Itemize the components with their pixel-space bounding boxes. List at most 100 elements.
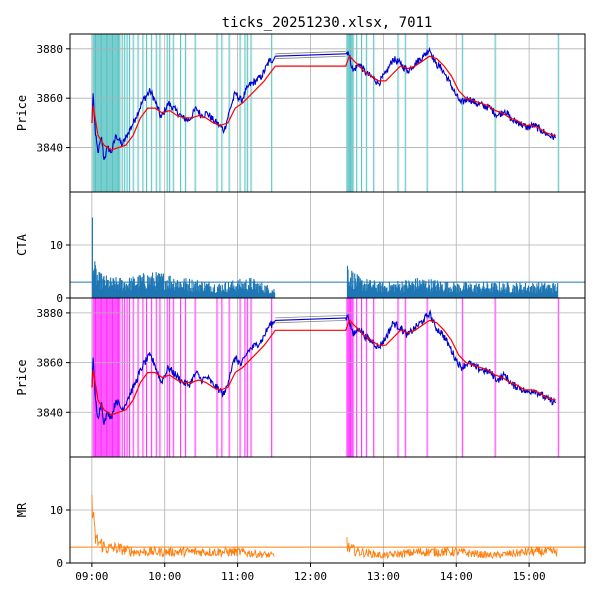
cta-bar [453, 282, 455, 298]
cta-bar [93, 268, 95, 298]
y-tick-label: 3880 [37, 43, 64, 56]
cta-bar [104, 285, 106, 298]
cta-bar [402, 292, 404, 298]
cta-bar [371, 287, 373, 298]
cta-bar [139, 286, 141, 298]
y-tick-label: 10 [50, 504, 63, 517]
cta-bar [399, 284, 401, 298]
y-tick-label: 0 [56, 292, 63, 305]
cta-bar [453, 284, 455, 298]
cta-bar [207, 283, 209, 298]
cta-bar [185, 278, 187, 298]
cta-bar [376, 285, 378, 298]
cta-bar [482, 286, 484, 298]
cta-bar [417, 283, 419, 298]
cta-bar [243, 286, 245, 298]
cta-bar [487, 288, 489, 298]
cta-bar [537, 293, 539, 298]
cta-bar [366, 279, 368, 298]
cta-bar [388, 290, 390, 298]
cta-bar [505, 287, 507, 298]
cta-bar [415, 286, 417, 298]
panel-1: 3840 3860 3880 Price [15, 33, 586, 193]
cta-bar [350, 287, 352, 298]
cta-bar [139, 275, 141, 298]
cta-bar [557, 283, 559, 298]
cta-bar [546, 287, 548, 298]
cta-bar [442, 289, 444, 298]
cta-bar [397, 284, 399, 298]
cta-bar [432, 291, 434, 298]
cta-bar [142, 273, 144, 298]
cta-bar [226, 292, 228, 298]
y-tick-label: 3860 [37, 357, 64, 370]
cta-bar [369, 279, 371, 298]
cta-bar [188, 291, 190, 298]
cta-bar [107, 280, 109, 298]
cta-bar [511, 291, 513, 298]
cta-bar [117, 284, 119, 298]
cta-bar [190, 291, 192, 298]
cta-bar [427, 290, 429, 298]
cta-bar [189, 290, 191, 298]
cta-bar [507, 282, 509, 298]
cta-bar [272, 292, 274, 298]
cta-bar [408, 282, 410, 298]
cta-bar [481, 288, 483, 298]
cta-bar [476, 292, 478, 298]
cta-bar [552, 283, 554, 298]
cta-bar [452, 291, 454, 298]
cta-bar [261, 282, 263, 298]
cta-bar [438, 287, 440, 298]
cta-bar [153, 281, 155, 298]
cta-bar [479, 287, 481, 298]
cta-bar [234, 290, 236, 298]
cta-bar [418, 286, 420, 298]
cta-bar [360, 280, 362, 298]
cta-bar [474, 290, 476, 298]
cta-bar [114, 283, 116, 298]
cta-bar [533, 289, 535, 298]
cta-bar [364, 290, 366, 298]
cta-bar [215, 292, 217, 298]
cta-bar [273, 289, 275, 298]
cta-bar [251, 287, 253, 298]
cta-bar [420, 283, 422, 298]
cta-bar [481, 291, 483, 298]
cta-bar [152, 286, 154, 298]
cta-bar [469, 287, 471, 298]
cta-bar [171, 283, 173, 298]
cta-bar [385, 288, 387, 298]
cta-bar [410, 286, 412, 298]
cta-bar [414, 290, 416, 298]
cta-bar [192, 287, 194, 298]
price-series [91, 309, 556, 425]
cta-bar [355, 283, 357, 298]
cta-bar [393, 284, 395, 298]
cta-bar [262, 290, 264, 298]
cta-bar [490, 291, 492, 298]
cta-bar [442, 291, 444, 298]
cta-bar [362, 284, 364, 298]
cta-bar [518, 290, 520, 298]
cta-bar [527, 285, 529, 298]
cta-bar [210, 291, 212, 298]
cta-bar [252, 289, 254, 298]
cta-bar [220, 285, 222, 298]
cta-bar [447, 287, 449, 298]
cta-bar [515, 283, 517, 298]
cta-bar [429, 288, 431, 298]
cta-bar [492, 287, 494, 298]
x-tick-label: 15:00 [513, 570, 546, 583]
cta-bar [378, 290, 380, 298]
cta-bar [268, 293, 270, 298]
cta-bar [186, 283, 188, 298]
cta-bar [137, 276, 139, 298]
cta-bar [452, 286, 454, 298]
cta-bar [149, 277, 151, 298]
cta-bar [363, 288, 365, 298]
cta-bar [490, 283, 492, 298]
cta-bar [538, 290, 540, 298]
cta-bar [198, 286, 200, 298]
cta-bar [456, 287, 458, 298]
